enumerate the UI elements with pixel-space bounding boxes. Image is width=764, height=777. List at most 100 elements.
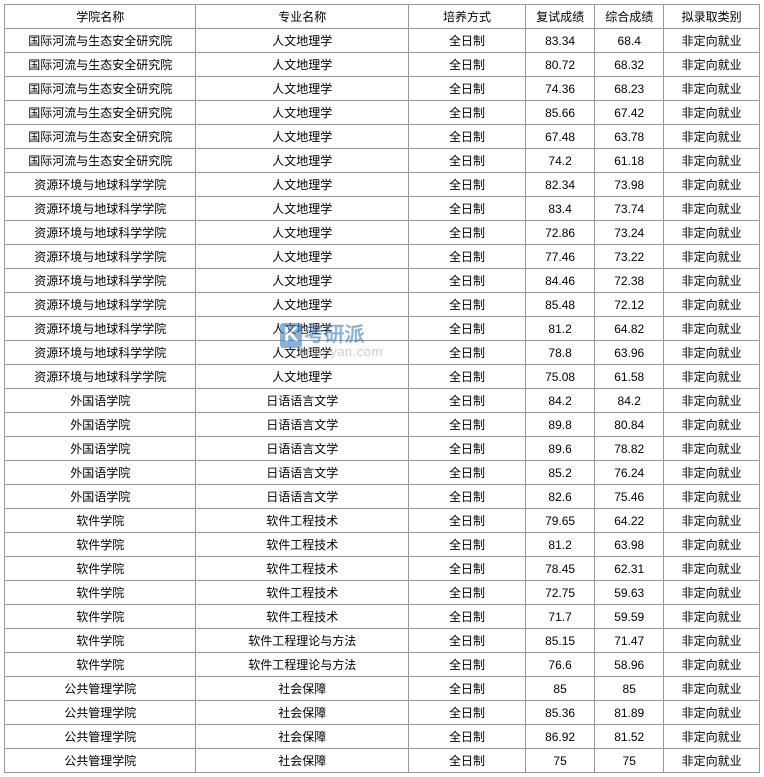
table-row: 资源环境与地球科学学院人文地理学全日制78.863.96非定向就业 <box>5 341 760 365</box>
cell-college: 外国语学院 <box>5 485 196 509</box>
table-row: 资源环境与地球科学学院人文地理学全日制77.4673.22非定向就业 <box>5 245 760 269</box>
cell-retest_score: 79.65 <box>526 509 595 533</box>
cell-total_score: 84.2 <box>595 389 664 413</box>
cell-mode: 全日制 <box>409 101 526 125</box>
cell-college: 软件学院 <box>5 557 196 581</box>
cell-mode: 全日制 <box>409 533 526 557</box>
cell-college: 资源环境与地球科学学院 <box>5 197 196 221</box>
cell-admit_type: 非定向就业 <box>664 461 760 485</box>
cell-mode: 全日制 <box>409 365 526 389</box>
cell-total_score: 59.59 <box>595 605 664 629</box>
header-mode: 培养方式 <box>409 5 526 29</box>
cell-total_score: 73.22 <box>595 245 664 269</box>
cell-admit_type: 非定向就业 <box>664 701 760 725</box>
cell-admit_type: 非定向就业 <box>664 29 760 53</box>
cell-admit_type: 非定向就业 <box>664 101 760 125</box>
table-row: 国际河流与生态安全研究院人文地理学全日制67.4863.78非定向就业 <box>5 125 760 149</box>
cell-mode: 全日制 <box>409 677 526 701</box>
cell-college: 公共管理学院 <box>5 749 196 773</box>
cell-admit_type: 非定向就业 <box>664 269 760 293</box>
table-row: 国际河流与生态安全研究院人文地理学全日制80.7268.32非定向就业 <box>5 53 760 77</box>
cell-mode: 全日制 <box>409 29 526 53</box>
table-row: 资源环境与地球科学学院人文地理学全日制75.0861.58非定向就业 <box>5 365 760 389</box>
cell-college: 资源环境与地球科学学院 <box>5 173 196 197</box>
cell-admit_type: 非定向就业 <box>664 173 760 197</box>
table-body: 国际河流与生态安全研究院人文地理学全日制83.3468.4非定向就业国际河流与生… <box>5 29 760 773</box>
cell-retest_score: 78.8 <box>526 341 595 365</box>
table-row: 国际河流与生态安全研究院人文地理学全日制85.6667.42非定向就业 <box>5 101 760 125</box>
cell-retest_score: 80.72 <box>526 53 595 77</box>
table-row: 软件学院软件工程理论与方法全日制85.1571.47非定向就业 <box>5 629 760 653</box>
cell-college: 国际河流与生态安全研究院 <box>5 29 196 53</box>
cell-mode: 全日制 <box>409 245 526 269</box>
cell-mode: 全日制 <box>409 293 526 317</box>
cell-admit_type: 非定向就业 <box>664 149 760 173</box>
table-row: 公共管理学院社会保障全日制8585非定向就业 <box>5 677 760 701</box>
cell-major: 人文地理学 <box>196 221 409 245</box>
cell-admit_type: 非定向就业 <box>664 485 760 509</box>
cell-retest_score: 85.15 <box>526 629 595 653</box>
cell-retest_score: 74.36 <box>526 77 595 101</box>
cell-retest_score: 89.6 <box>526 437 595 461</box>
cell-mode: 全日制 <box>409 749 526 773</box>
cell-admit_type: 非定向就业 <box>664 197 760 221</box>
cell-mode: 全日制 <box>409 701 526 725</box>
cell-retest_score: 78.45 <box>526 557 595 581</box>
cell-college: 外国语学院 <box>5 437 196 461</box>
cell-college: 国际河流与生态安全研究院 <box>5 77 196 101</box>
cell-mode: 全日制 <box>409 197 526 221</box>
cell-mode: 全日制 <box>409 485 526 509</box>
table-row: 软件学院软件工程技术全日制79.6564.22非定向就业 <box>5 509 760 533</box>
cell-major: 人文地理学 <box>196 125 409 149</box>
header-major: 专业名称 <box>196 5 409 29</box>
cell-retest_score: 85.36 <box>526 701 595 725</box>
cell-total_score: 61.18 <box>595 149 664 173</box>
cell-retest_score: 86.92 <box>526 725 595 749</box>
cell-total_score: 68.32 <box>595 53 664 77</box>
cell-college: 软件学院 <box>5 581 196 605</box>
cell-total_score: 71.47 <box>595 629 664 653</box>
table-row: 资源环境与地球科学学院人文地理学全日制72.8673.24非定向就业 <box>5 221 760 245</box>
header-retest-score: 复试成绩 <box>526 5 595 29</box>
cell-college: 外国语学院 <box>5 389 196 413</box>
cell-mode: 全日制 <box>409 341 526 365</box>
header-admit-type: 拟录取类别 <box>664 5 760 29</box>
cell-college: 外国语学院 <box>5 413 196 437</box>
cell-admit_type: 非定向就业 <box>664 557 760 581</box>
cell-admit_type: 非定向就业 <box>664 293 760 317</box>
table-row: 外国语学院日语语言文学全日制84.284.2非定向就业 <box>5 389 760 413</box>
cell-admit_type: 非定向就业 <box>664 389 760 413</box>
table-row: 公共管理学院社会保障全日制85.3681.89非定向就业 <box>5 701 760 725</box>
cell-major: 社会保障 <box>196 749 409 773</box>
cell-total_score: 64.22 <box>595 509 664 533</box>
cell-total_score: 72.38 <box>595 269 664 293</box>
cell-retest_score: 76.6 <box>526 653 595 677</box>
cell-retest_score: 84.2 <box>526 389 595 413</box>
cell-mode: 全日制 <box>409 125 526 149</box>
cell-college: 国际河流与生态安全研究院 <box>5 101 196 125</box>
cell-retest_score: 71.7 <box>526 605 595 629</box>
cell-retest_score: 67.48 <box>526 125 595 149</box>
cell-admit_type: 非定向就业 <box>664 629 760 653</box>
cell-college: 国际河流与生态安全研究院 <box>5 125 196 149</box>
table-row: 软件学院软件工程技术全日制71.759.59非定向就业 <box>5 605 760 629</box>
cell-retest_score: 83.4 <box>526 197 595 221</box>
table-row: 国际河流与生态安全研究院人文地理学全日制74.261.18非定向就业 <box>5 149 760 173</box>
table-row: 公共管理学院社会保障全日制86.9281.52非定向就业 <box>5 725 760 749</box>
cell-mode: 全日制 <box>409 653 526 677</box>
cell-college: 资源环境与地球科学学院 <box>5 365 196 389</box>
cell-total_score: 75 <box>595 749 664 773</box>
cell-mode: 全日制 <box>409 629 526 653</box>
cell-major: 人文地理学 <box>196 245 409 269</box>
cell-major: 人文地理学 <box>196 53 409 77</box>
cell-retest_score: 74.2 <box>526 149 595 173</box>
cell-college: 公共管理学院 <box>5 725 196 749</box>
cell-mode: 全日制 <box>409 77 526 101</box>
cell-admit_type: 非定向就业 <box>664 725 760 749</box>
cell-total_score: 61.58 <box>595 365 664 389</box>
cell-total_score: 63.98 <box>595 533 664 557</box>
cell-major: 人文地理学 <box>196 29 409 53</box>
table-row: 软件学院软件工程技术全日制72.7559.63非定向就业 <box>5 581 760 605</box>
table-row: 外国语学院日语语言文学全日制85.276.24非定向就业 <box>5 461 760 485</box>
cell-mode: 全日制 <box>409 149 526 173</box>
